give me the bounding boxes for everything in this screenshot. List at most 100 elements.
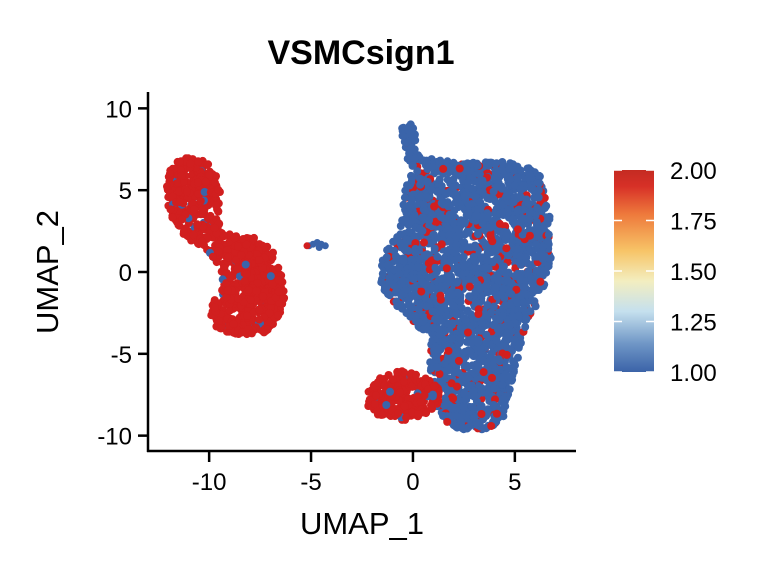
data-point [423,177,432,186]
data-point [504,364,513,372]
data-point [491,175,500,184]
data-point [212,172,220,181]
data-point [411,248,420,257]
data-point [526,307,535,316]
data-point [391,252,400,261]
data-point [513,353,522,362]
data-point [495,219,504,228]
data-point [424,385,433,394]
data-point [165,169,174,178]
data-point [414,305,423,314]
data-point [252,287,261,296]
data-point [179,227,188,236]
data-point [420,238,428,247]
data-point [423,158,431,167]
data-point [473,299,482,307]
data-point [238,328,247,337]
data-point [402,413,411,422]
data-point [457,418,466,426]
data-point [418,213,427,222]
data-point [452,246,461,255]
data-point [416,224,424,233]
data-point [505,385,514,394]
data-point [489,321,498,330]
data-point [449,394,458,403]
data-point [234,294,243,303]
data-point [203,161,212,169]
data-point [460,389,469,398]
data-point [464,328,472,337]
data-point [544,262,553,271]
data-point [529,186,538,195]
data-point [477,348,485,357]
data-point [490,384,499,393]
data-point [194,157,203,166]
data-point [255,315,264,324]
data-point [198,237,207,246]
data-point [467,159,476,168]
data-point [425,273,433,282]
data-point [465,282,474,291]
data-point [234,242,243,251]
data-point [196,197,205,205]
data-point [521,323,530,331]
data-point [175,198,184,207]
data-point [436,291,445,300]
data-point [483,288,492,297]
data-point [395,388,404,397]
data-point [403,181,411,190]
data-point [512,298,521,307]
data-point [445,236,454,245]
data-point [416,398,425,406]
data-point [431,315,440,324]
data-point [404,126,413,135]
data-point [470,391,479,400]
data-point [483,244,492,252]
data-point [400,193,409,202]
data-point [516,185,525,194]
data-point [428,163,437,172]
data-point [427,401,435,410]
data-point [211,303,219,312]
data-point [544,230,553,239]
data-point [492,182,501,191]
data-point [240,276,249,285]
data-point [478,176,487,185]
data-point [525,231,534,240]
data-point [440,257,449,266]
data-point [386,387,394,396]
data-point [444,224,453,233]
data-point [443,189,451,198]
data-point [404,246,413,255]
data-point [492,168,501,177]
data-point [486,230,495,239]
data-point [244,286,253,294]
data-point [431,263,440,272]
data-point [464,178,473,187]
data-point [458,424,467,433]
data-point [274,276,283,284]
data-point [501,269,510,277]
data-point [502,244,511,253]
data-point [377,278,386,287]
data-point [460,238,469,247]
data-point [183,187,191,196]
data-point [435,305,444,314]
data-point [477,410,486,418]
data-point [487,349,496,358]
data-point [260,328,268,337]
data-point [166,205,175,214]
color-legend: 2.00 1.75 1.50 1.25 1.00 [614,158,717,387]
data-point [407,195,416,203]
data-point [478,188,487,197]
data-point [417,287,426,296]
data-point [535,179,544,188]
data-point [315,244,323,251]
data-point [427,283,436,292]
data-point [208,252,217,261]
data-point [493,355,502,364]
data-point [405,301,414,309]
data-point [398,124,407,133]
data-point [428,307,437,316]
data-point [514,343,523,352]
